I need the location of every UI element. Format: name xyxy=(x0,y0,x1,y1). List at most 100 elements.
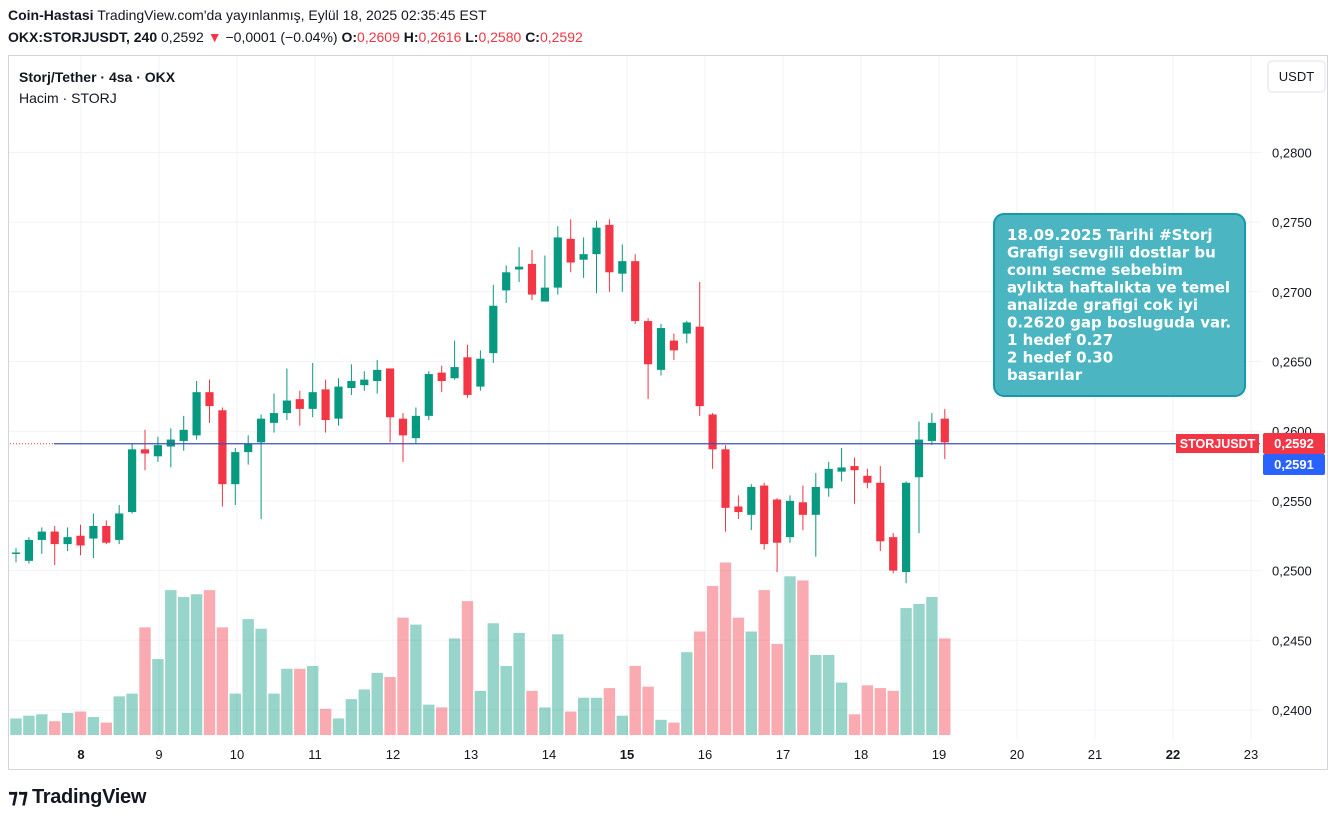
candle-body xyxy=(798,502,807,515)
line-price-tag: 0,2591 xyxy=(1263,454,1325,475)
volume-bar xyxy=(887,690,899,735)
y-tick-label: 0,2750 xyxy=(1272,215,1312,230)
candle-body xyxy=(489,305,498,354)
x-tick-label: 14 xyxy=(542,747,556,762)
author-name[interactable]: Coin-Hastasi xyxy=(8,7,94,23)
candle-body xyxy=(747,486,756,515)
annotation-line: 1 hedef 0.27 xyxy=(1007,331,1113,349)
published-text: TradingView.com'da yayınlanmış, Eylül 18… xyxy=(93,7,487,23)
volume-bar xyxy=(423,704,435,735)
volume-bar xyxy=(745,631,757,735)
candle-body xyxy=(411,415,420,439)
volume-bar xyxy=(577,697,590,735)
volume-bar xyxy=(255,628,267,735)
candle-body xyxy=(592,227,601,255)
candle-body xyxy=(863,475,872,483)
candle-body xyxy=(102,525,111,543)
candle-body xyxy=(308,392,317,409)
x-tick-label: 10 xyxy=(230,747,244,762)
volume-bar xyxy=(616,715,628,735)
symbol-tag-label: STORJUSDT xyxy=(1180,437,1256,451)
volume-bar xyxy=(500,666,512,735)
candle-body xyxy=(721,449,730,508)
y-tick-label: 0,2550 xyxy=(1272,494,1312,509)
volume-bar xyxy=(474,690,487,735)
candle-body xyxy=(708,414,717,450)
volume-bar xyxy=(513,632,525,735)
candle-body xyxy=(566,238,575,263)
volume-bar xyxy=(203,590,216,735)
candle-body xyxy=(553,237,562,288)
volume-bar xyxy=(216,627,229,735)
candle-body xyxy=(76,535,85,546)
y-tick-label: 0,2800 xyxy=(1272,145,1312,160)
currency-button[interactable]: USDT xyxy=(1267,60,1326,93)
candle-body xyxy=(463,357,472,395)
last-price-tag-label: 0,2592 xyxy=(1274,436,1314,451)
volume-bar xyxy=(810,654,822,735)
close-value: 0,2592 xyxy=(539,29,583,45)
candle-body xyxy=(373,369,382,382)
tradingview-logo[interactable]: ⁊⁊ TradingView xyxy=(8,784,146,809)
y-axis[interactable]: 0,24000,24500,25000,25500,26000,26500,27… xyxy=(1272,145,1312,718)
annotation-line: coını secme sebebim xyxy=(1007,261,1183,279)
x-tick-label: 21 xyxy=(1088,747,1102,762)
volume-bar xyxy=(126,693,138,735)
candle-body xyxy=(140,449,150,454)
candle-body xyxy=(476,358,485,387)
candle-body xyxy=(527,263,537,295)
candle-body xyxy=(682,322,691,334)
low-label: L: xyxy=(465,29,479,45)
candle-body xyxy=(631,261,640,322)
annotation-line: aylıkta haftalıkta ve temel xyxy=(1007,279,1230,297)
volume-bar xyxy=(61,712,74,735)
volume-bar xyxy=(565,711,577,735)
volume-bar xyxy=(629,666,641,735)
candle-body xyxy=(128,449,137,513)
volume-bar xyxy=(74,711,87,735)
volume-bar xyxy=(410,624,422,735)
candle-body xyxy=(244,443,253,453)
candle-body xyxy=(153,445,162,457)
volume-bar xyxy=(139,627,151,735)
close-label: C: xyxy=(525,29,540,45)
volume-bar xyxy=(900,608,912,735)
candle-body xyxy=(334,386,343,419)
last-price: 0,2592 xyxy=(161,29,204,45)
candle-body xyxy=(773,499,782,543)
volume-bar xyxy=(49,721,61,735)
x-axis[interactable]: 8 9 10 11 12 13 14 15 16 17 18 19 20 21 22 23 xyxy=(77,747,1258,762)
symbol-label: OKX:STORJUSDT, 240 xyxy=(8,29,158,45)
candle-body xyxy=(192,392,201,436)
volume-bar xyxy=(23,715,35,735)
candle-body xyxy=(360,379,369,386)
down-arrow-icon: ▼ xyxy=(207,29,222,45)
volume-bar xyxy=(926,597,938,735)
volume-bar xyxy=(307,666,319,735)
candle-body xyxy=(540,287,549,302)
volume-bar xyxy=(87,717,100,735)
legend-volume: Hacim · STORJ xyxy=(19,90,117,106)
candle-body xyxy=(321,389,330,421)
volume-bar xyxy=(487,623,499,735)
volume-bar xyxy=(861,685,874,735)
volume-bar xyxy=(10,718,22,735)
candle-body xyxy=(785,500,795,538)
candle-body xyxy=(914,439,924,478)
volume-bar xyxy=(797,580,809,735)
x-tick-label: 20 xyxy=(1010,747,1024,762)
candle-body xyxy=(347,381,356,388)
branding-text: TradingView xyxy=(31,786,147,808)
volume-bar xyxy=(590,697,603,735)
volume-bar xyxy=(784,576,796,735)
x-tick-label: 17 xyxy=(776,747,790,762)
volume-bar xyxy=(268,693,280,735)
candle-body xyxy=(927,422,936,441)
volume-bar xyxy=(371,672,383,735)
annotation-line: analizde grafigi cok iyi xyxy=(1007,296,1198,314)
high-label: H: xyxy=(403,29,419,45)
candle-body xyxy=(218,410,227,485)
candle-body xyxy=(760,485,769,545)
